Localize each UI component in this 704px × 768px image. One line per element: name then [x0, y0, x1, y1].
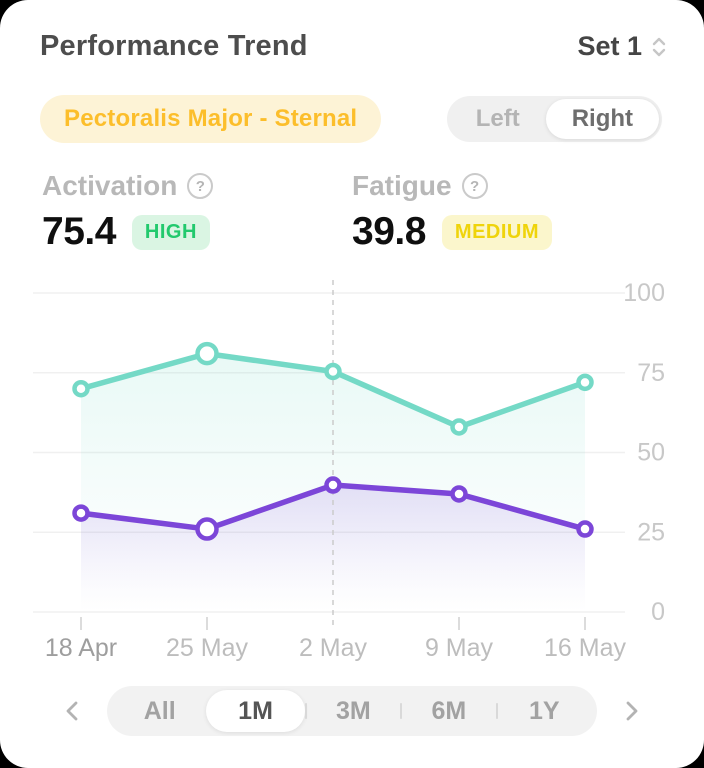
range-option-6m[interactable]: 6M [431, 696, 467, 725]
chart-point-activation-1[interactable] [195, 341, 219, 366]
range-option-3m[interactable]: 3M [335, 696, 371, 725]
x-axis-label-0: 18 Apr [45, 634, 117, 662]
side-toggle-right[interactable]: Right [545, 99, 659, 139]
chart-point-activation-2[interactable] [324, 362, 342, 381]
set-selector-value: Set 1 [577, 31, 642, 61]
fatigue-level-badge: MEDIUM [441, 214, 553, 250]
fatigue-metric: Fatigue 39.8 MEDIUM [352, 170, 662, 254]
chart-point-fatigue-1[interactable] [195, 517, 219, 541]
badge-row: Pectoralis Major - Sternal Left Right [40, 95, 662, 143]
x-axis-label-1: 25 May [166, 634, 248, 662]
svg-text:25: 25 [637, 518, 665, 546]
side-toggle-left[interactable]: Left [475, 105, 520, 132]
range-options-pill: All 1M 3M 6M 1Y [107, 686, 597, 736]
x-axis-label-4: 16 May [544, 634, 626, 662]
range-next-button[interactable] [624, 699, 640, 723]
chart-point-fatigue-3[interactable] [450, 485, 468, 503]
activation-metric: Activation 75.4 HIGH [42, 170, 352, 254]
svg-text:50: 50 [637, 439, 665, 467]
chevron-right-icon [626, 701, 638, 721]
activation-level-badge: HIGH [131, 214, 210, 250]
x-axis-label-3: 9 May [425, 634, 494, 662]
side-toggle: Left Right [446, 96, 662, 142]
card-header: Performance Trend Set 1 [40, 30, 668, 63]
chevron-left-icon [66, 701, 78, 721]
fatigue-label: Fatigue [352, 170, 452, 201]
fatigue-value: 39.8 [352, 210, 426, 253]
chart-point-activation-0[interactable] [72, 379, 90, 398]
range-divider [400, 703, 403, 719]
fatigue-help-icon[interactable] [461, 173, 488, 199]
svg-text:75: 75 [637, 359, 665, 387]
range-option-1y[interactable]: 1Y [528, 696, 560, 725]
metrics-row: Activation 75.4 HIGH Fatigue 39.8 MEDIUM [42, 170, 662, 254]
chart-point-activation-4[interactable] [576, 373, 594, 392]
range-selector-row: All 1M 3M 6M 1Y [0, 686, 704, 736]
range-divider [495, 703, 498, 719]
sort-chevrons-icon [650, 35, 668, 59]
page-title: Performance Trend [40, 30, 308, 62]
range-option-1m[interactable]: 1M [206, 690, 305, 732]
set-selector[interactable]: Set 1 [577, 31, 668, 62]
range-prev-button[interactable] [64, 699, 80, 723]
range-option-all[interactable]: All [143, 696, 176, 725]
chart-point-fatigue-4[interactable] [576, 520, 594, 538]
activation-help-icon[interactable] [187, 173, 214, 199]
chart-point-fatigue-0[interactable] [72, 504, 90, 522]
chart-point-activation-3[interactable] [450, 418, 468, 436]
muscle-badge: Pectoralis Major - Sternal [40, 95, 382, 143]
chart-point-fatigue-2[interactable] [324, 476, 342, 494]
svg-text:100: 100 [623, 279, 665, 307]
trend-chart[interactable]: 0 25 50 75 100 18 Apr 25 May 2 May 9 May 16 May [0, 278, 704, 668]
x-axis-label-2: 2 May [299, 634, 368, 662]
activation-label: Activation [42, 170, 178, 201]
svg-text:0: 0 [651, 598, 665, 626]
range-divider [304, 703, 307, 719]
activation-value: 75.4 [42, 210, 116, 253]
